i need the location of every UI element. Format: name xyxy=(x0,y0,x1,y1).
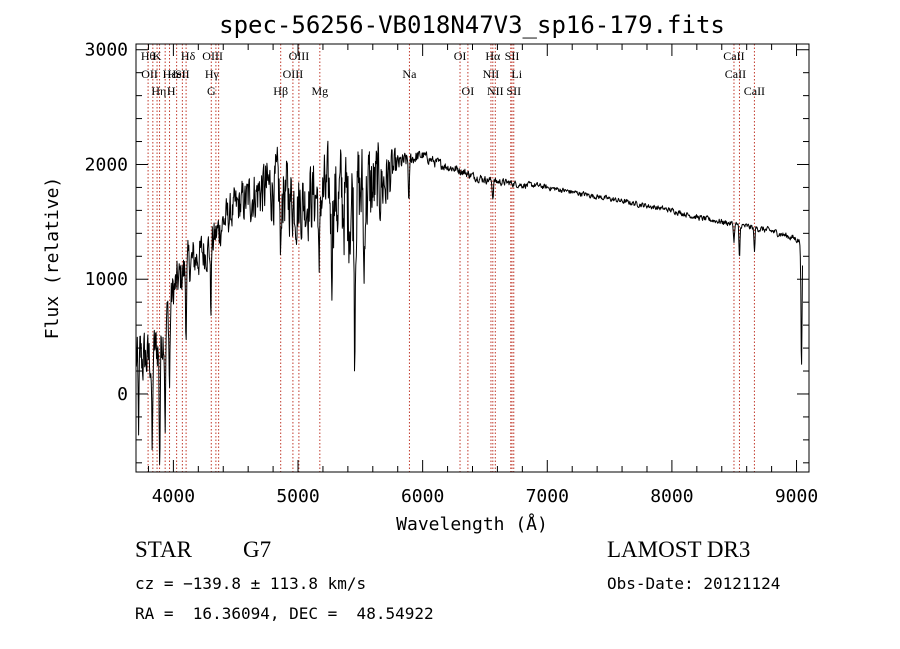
marker-label-7: SII xyxy=(175,67,190,81)
marker-label-14: OIII xyxy=(289,49,310,63)
x-tick-label-7000: 7000 xyxy=(526,486,569,507)
marker-label-27: CaII xyxy=(744,84,765,98)
marker-label-17: OI xyxy=(454,49,467,63)
marker-label-18: OI xyxy=(462,84,475,98)
marker-label-9: G xyxy=(207,84,216,98)
marker-label-20: Hα xyxy=(485,49,501,63)
y-tick-label-3000: 3000 xyxy=(85,40,128,61)
spectral-line-labels: HθHηKOIIHHεHeISIIHδGHγOIIIHβOIIIOIIIMgNa… xyxy=(141,49,765,98)
chart-title: spec-56256-VB018N47V3_sp16-179.fits xyxy=(219,11,725,39)
x-tick-label-4000: 4000 xyxy=(152,486,195,507)
marker-label-16: Na xyxy=(402,67,417,81)
marker-label-1: Hη xyxy=(151,84,166,98)
marker-label-3: OII xyxy=(141,67,158,81)
marker-label-11: OIII xyxy=(202,49,223,63)
plot-frame xyxy=(135,43,810,473)
redshift-readout: cz = −139.8 ± 113.8 km/s xyxy=(135,574,367,593)
marker-label-12: Hβ xyxy=(273,84,288,98)
x-tick-label-5000: 5000 xyxy=(276,486,319,507)
marker-label-13: OIII xyxy=(283,67,304,81)
y-axis-label: Flux (relative) xyxy=(42,177,63,340)
marker-label-2: K xyxy=(153,49,162,63)
marker-label-8: Hδ xyxy=(181,49,196,63)
marker-label-5: Hε xyxy=(163,67,177,81)
x-tick-label-6000: 6000 xyxy=(401,486,444,507)
y-tick-label-1000: 1000 xyxy=(85,269,128,290)
x-tick-label-8000: 8000 xyxy=(650,486,693,507)
x-axis-label: Wavelength (Å) xyxy=(396,513,548,535)
x-axis-ticks: 4000 5000 6000 7000 8000 9000 xyxy=(147,44,818,507)
obs-date: Obs-Date: 20121124 xyxy=(607,574,781,593)
survey-name: LAMOST DR3 xyxy=(607,537,751,562)
y-tick-label-0: 0 xyxy=(117,384,128,405)
x-tick-label-9000: 9000 xyxy=(775,486,818,507)
marker-label-4: H xyxy=(167,84,176,98)
y-tick-label-2000: 2000 xyxy=(85,154,128,175)
marker-label-19: NII xyxy=(483,67,500,81)
marker-label-22: Li xyxy=(511,67,522,81)
object-class: STAR xyxy=(135,537,192,562)
marker-label-24: SII xyxy=(506,84,521,98)
marker-label-26: CaII xyxy=(725,67,746,81)
marker-label-0: Hθ xyxy=(141,49,156,63)
object-subclass: G7 xyxy=(243,537,272,562)
marker-label-23: SII xyxy=(505,49,520,63)
marker-label-15: Mg xyxy=(311,84,328,98)
spectral-line-markers xyxy=(147,44,755,472)
marker-label-21: NII xyxy=(487,84,504,98)
spectrum-line xyxy=(135,140,803,465)
coordinates-readout: RA = 16.36094, DEC = 48.54922 xyxy=(135,604,434,623)
y-axis-ticks: 0 1000 2000 3000 xyxy=(85,40,809,464)
marker-label-10: Hγ xyxy=(205,67,220,81)
marker-label-6: HeI xyxy=(168,67,186,81)
marker-label-25: CaII xyxy=(723,49,744,63)
